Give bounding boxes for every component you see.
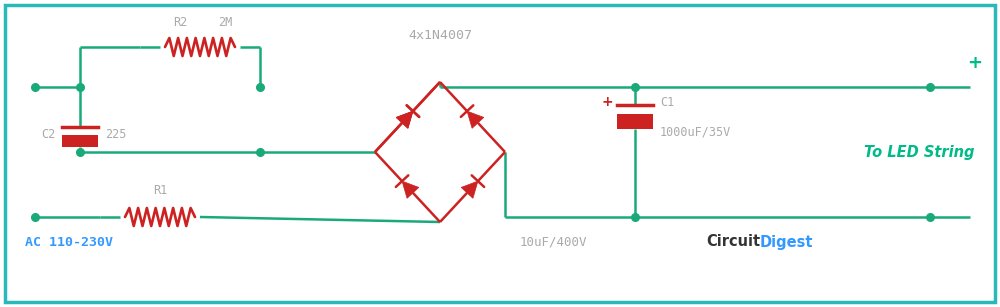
FancyBboxPatch shape xyxy=(5,5,995,302)
Text: 10uF/400V: 10uF/400V xyxy=(520,235,588,248)
Text: AC 110-230V: AC 110-230V xyxy=(25,235,113,248)
Text: R1: R1 xyxy=(153,184,167,197)
Text: +: + xyxy=(967,54,982,72)
Polygon shape xyxy=(467,111,484,128)
Polygon shape xyxy=(396,111,413,128)
Text: C2: C2 xyxy=(41,127,55,141)
Text: 4x1N4007: 4x1N4007 xyxy=(408,29,472,42)
Text: R2: R2 xyxy=(173,16,187,29)
Text: 2M: 2M xyxy=(218,16,232,29)
Polygon shape xyxy=(396,111,413,128)
Polygon shape xyxy=(402,181,419,198)
FancyBboxPatch shape xyxy=(62,135,98,147)
Text: Digest: Digest xyxy=(760,235,814,250)
Polygon shape xyxy=(461,181,478,198)
Text: C1: C1 xyxy=(660,95,674,108)
Text: To LED String: To LED String xyxy=(864,145,975,160)
Text: Circuit: Circuit xyxy=(706,235,760,250)
Text: +: + xyxy=(601,95,613,109)
FancyBboxPatch shape xyxy=(617,114,653,129)
Text: 1000uF/35V: 1000uF/35V xyxy=(660,126,731,138)
Text: 225: 225 xyxy=(105,127,126,141)
